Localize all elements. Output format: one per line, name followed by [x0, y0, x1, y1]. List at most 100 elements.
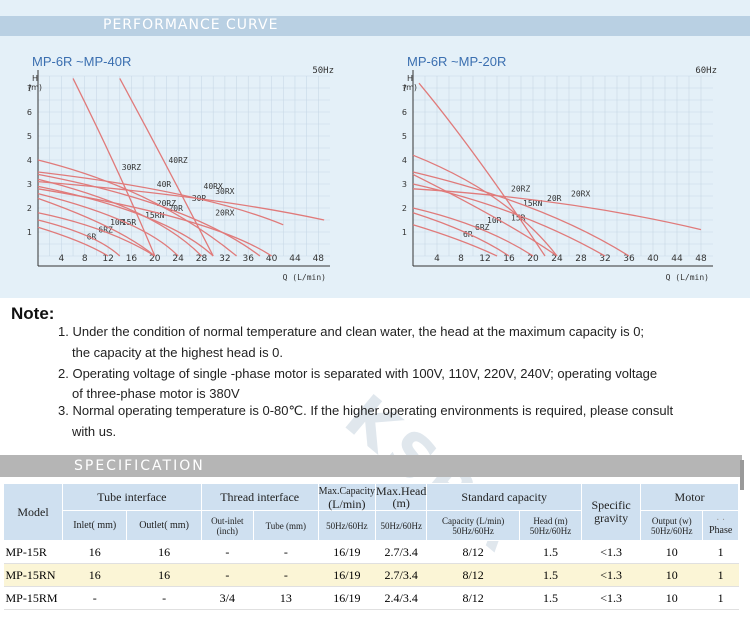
header-max-capacity-2: (L/min) — [328, 497, 366, 511]
note-line: with us. — [72, 424, 117, 439]
table-cell: 16/19 — [318, 586, 376, 610]
series-label: 40RZ — [168, 156, 187, 165]
y-tick-label: 3 — [402, 180, 407, 189]
series-label: 30RX — [215, 187, 234, 196]
x-tick-label: 12 — [102, 254, 113, 264]
series-label: 20RX — [571, 189, 590, 198]
series-label: 6RZ — [98, 225, 113, 234]
series-label: 15RN — [523, 199, 542, 208]
header-out-inlet-1: Out-inlet — [211, 515, 244, 526]
specification-title: SPECIFICATION — [74, 458, 205, 474]
table-cell: 1.5 — [519, 540, 582, 564]
series-line — [37, 212, 156, 257]
header-max-capacity-1: Max.Capacity — [318, 486, 376, 497]
series-label: 6R — [463, 230, 473, 239]
y-axis-unit: (m) — [28, 83, 42, 92]
table-cell: 1 — [702, 563, 739, 587]
x-tick-label: 4 — [434, 254, 440, 264]
series-line — [412, 173, 558, 257]
x-tick-label: 4 — [58, 254, 64, 264]
table-cell: 8/12 — [426, 563, 520, 587]
table-row: MP-15RM - -3/4 13 16/19 2.4/3.4 8/12 1.5 <1.3 10 1 — [3, 586, 739, 610]
x-tick-label: 8 — [82, 254, 88, 264]
x-tick-label: 16 — [126, 254, 138, 264]
chart-model-range: MP-6R ~MP-20R — [407, 54, 506, 69]
y-tick-label: 4 — [27, 156, 32, 165]
note-line: 2. Operating voltage of single -phase mo… — [58, 366, 658, 381]
x-tick-label: 28 — [196, 254, 208, 264]
x-tick-label: 32 — [219, 254, 230, 264]
series-line — [412, 188, 702, 231]
series-label: 10R — [110, 218, 125, 227]
series-line — [37, 226, 109, 257]
header-max-head-hz: 50Hz/60Hz — [375, 510, 428, 541]
y-tick-label: 7 — [402, 84, 407, 93]
series-line — [37, 178, 202, 257]
y-tick-label: 6 — [402, 108, 407, 117]
y-tick-label: 5 — [402, 132, 407, 141]
table-cell: 16 — [62, 563, 127, 587]
header-thread-interface: Thread interface — [200, 483, 319, 511]
series-line — [72, 78, 156, 257]
x-tick-label: 24 — [172, 254, 184, 264]
chart-frequency: 60Hz — [695, 66, 717, 76]
specification-title-bar — [0, 455, 742, 477]
series-line — [412, 207, 534, 257]
model-cell: MP-15R — [3, 540, 63, 564]
series-label: 40R — [157, 180, 172, 189]
table-cell: 13 — [253, 586, 319, 610]
table-row: MP-15R 16 16- -16/19 2.7/3.4 8/12 1.5 <1.3 10 1 — [3, 540, 739, 564]
x-tick-label: 20 — [527, 254, 539, 264]
series-label: 6RZ — [475, 223, 490, 232]
header-capacity-2: 50Hz/60Hz — [452, 525, 494, 536]
x-tick-label: 24 — [551, 254, 563, 264]
series-label: 30RZ — [122, 163, 141, 172]
x-axis-title: Q (L/min) — [283, 273, 326, 282]
y-axis-title: H — [32, 74, 38, 83]
series-line — [37, 192, 179, 257]
table-cell: 1.5 — [519, 586, 582, 610]
table-cell: 16 — [126, 563, 202, 587]
series-line — [37, 180, 325, 221]
series-line — [37, 173, 261, 257]
x-tick-label: 8 — [458, 254, 464, 264]
header-max-capacity: Max.Capacity (L/min) — [317, 483, 377, 511]
table-cell: 16 — [126, 540, 202, 564]
table-cell: - — [201, 540, 254, 564]
header-model: Model — [3, 483, 63, 541]
table-cell: - — [253, 540, 319, 564]
x-tick-label: 20 — [149, 254, 161, 264]
series-line — [37, 188, 272, 257]
x-tick-label: 44 — [671, 254, 683, 264]
x-tick-label: 28 — [575, 254, 587, 264]
y-tick-label: 5 — [27, 132, 32, 141]
header-head-1: Head (m) — [533, 515, 568, 526]
series-label: 20R — [168, 204, 183, 213]
note-line: of three-phase motor is 380V — [72, 386, 240, 401]
header-phase-dots: · · — [716, 514, 726, 526]
series-line — [37, 197, 156, 257]
series-label: 40RX — [204, 182, 223, 191]
series-line — [412, 224, 498, 257]
series-label: 10R — [487, 216, 502, 225]
header-max-head-1: Max.Head — [376, 484, 427, 498]
table-cell: 10 — [640, 563, 703, 587]
y-axis-title: H — [407, 74, 413, 83]
header-tube-interface: Tube interface — [62, 483, 202, 511]
header-head: Head (m) 50Hz/60Hz — [518, 510, 583, 541]
table-cell: 3/4 — [201, 586, 254, 610]
y-tick-label: 1 — [402, 228, 407, 237]
series-label: 15R — [511, 213, 526, 222]
specification-table: Model Tube interface Thread interface Ma… — [3, 483, 739, 610]
series-label: 15R — [122, 218, 137, 227]
y-axis-unit: (m) — [403, 83, 417, 92]
table-cell: 10 — [640, 540, 703, 564]
header-specific-gravity-2: gravity — [594, 511, 629, 525]
series-label: 20R — [547, 194, 562, 203]
table-cell: <1.3 — [581, 563, 641, 587]
header-inlet: Inlet( mm) — [61, 510, 128, 541]
divider — [740, 460, 744, 490]
x-tick-label: 12 — [479, 254, 490, 264]
table-cell: 8/12 — [426, 540, 520, 564]
